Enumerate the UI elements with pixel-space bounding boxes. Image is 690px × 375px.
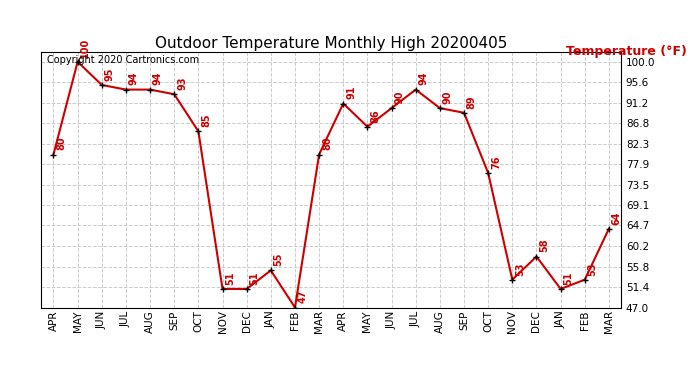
Text: 47: 47 xyxy=(298,290,308,303)
Text: 94: 94 xyxy=(153,72,163,86)
Text: 89: 89 xyxy=(467,95,477,109)
Text: Temperature (°F): Temperature (°F) xyxy=(566,45,687,58)
Text: 51: 51 xyxy=(564,271,573,285)
Text: 91: 91 xyxy=(346,86,356,99)
Text: Copyright 2020 Cartronics.com: Copyright 2020 Cartronics.com xyxy=(47,55,199,65)
Text: 86: 86 xyxy=(371,109,380,123)
Text: 93: 93 xyxy=(177,76,187,90)
Title: Outdoor Temperature Monthly High 20200405: Outdoor Temperature Monthly High 2020040… xyxy=(155,36,507,51)
Text: 95: 95 xyxy=(105,67,115,81)
Text: 100: 100 xyxy=(81,38,90,58)
Text: 94: 94 xyxy=(129,72,139,86)
Text: 51: 51 xyxy=(250,271,259,285)
Text: 51: 51 xyxy=(226,271,235,285)
Text: 90: 90 xyxy=(443,90,453,104)
Text: 53: 53 xyxy=(588,262,598,276)
Text: 80: 80 xyxy=(322,137,332,150)
Text: 64: 64 xyxy=(612,211,622,225)
Text: 55: 55 xyxy=(274,253,284,266)
Text: 85: 85 xyxy=(201,114,211,127)
Text: 90: 90 xyxy=(395,90,404,104)
Text: 80: 80 xyxy=(57,137,66,150)
Text: 76: 76 xyxy=(491,155,501,169)
Text: 58: 58 xyxy=(540,239,549,252)
Text: 53: 53 xyxy=(515,262,525,276)
Text: 94: 94 xyxy=(419,72,428,86)
